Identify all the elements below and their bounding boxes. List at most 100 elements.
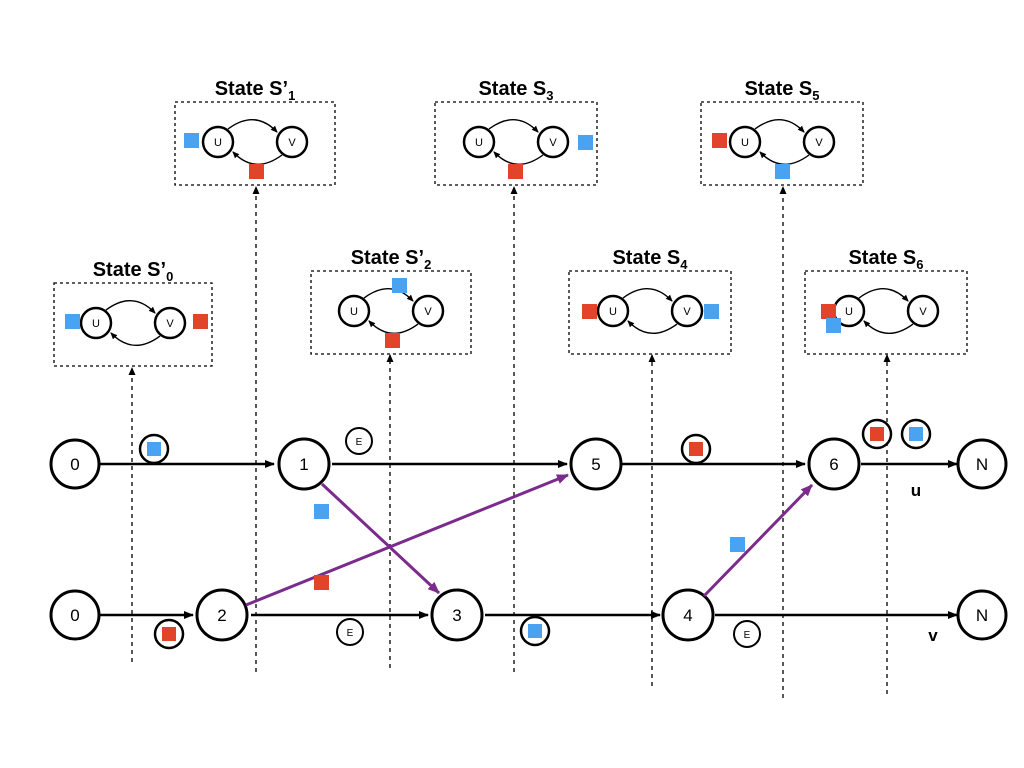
mini-node-u-label: U — [350, 306, 358, 318]
state-title-prefix: State S’ — [215, 78, 288, 100]
node-v-N — [956, 589, 1008, 641]
event-marker-label: E — [356, 437, 363, 448]
mini-node-v-label: V — [549, 137, 557, 149]
state-title-subscript: 2 — [424, 257, 431, 272]
mini-edge-u-to-v — [858, 288, 909, 302]
state-title-prefix: State S — [848, 247, 916, 269]
node-v-2-label: 2 — [217, 606, 226, 625]
state-title-subscript: 4 — [680, 257, 688, 272]
token-blue — [528, 624, 542, 638]
mini-node-u — [79, 306, 113, 340]
message-token-blue-1-3 — [314, 504, 329, 519]
circled-token-red-u6N — [861, 418, 893, 450]
timeline-v: 0 2 3 4 N v — [49, 588, 1008, 645]
circled-token-blue-u6N — [900, 418, 932, 450]
state-box-s2: State S’2 U V — [310, 247, 472, 355]
mini-edge-u-to-v — [488, 119, 539, 133]
mini-node-v-label: V — [424, 306, 432, 318]
state-token-blue — [184, 133, 199, 148]
state-token-red — [712, 133, 727, 148]
state-token-blue — [826, 318, 841, 333]
state-token-blue — [578, 135, 593, 150]
mini-node-v-label: V — [288, 137, 296, 149]
event-marker-label: E — [744, 630, 751, 641]
mini-node-u-label: U — [741, 137, 749, 149]
mini-edge-u-to-v — [363, 288, 414, 302]
state-token-blue — [775, 164, 790, 179]
state-box-s4: State S4 U V — [568, 247, 732, 355]
state-box-s5: State S5 U V — [700, 78, 864, 186]
event-marker-label: E — [347, 628, 354, 639]
mini-edge-v-to-u — [863, 320, 914, 334]
event-markers: E E E — [336, 427, 761, 648]
mini-edge-u-to-v — [754, 119, 805, 133]
token-red — [689, 442, 703, 456]
event-marker-v4: E — [733, 620, 761, 648]
state-title-prefix: State S — [612, 247, 680, 269]
mini-node-v — [411, 294, 445, 328]
messages — [245, 473, 814, 607]
mini-node-u — [462, 125, 496, 159]
state-token-red — [193, 314, 208, 329]
circled-token-blue-u01 — [138, 433, 170, 465]
state-title: State S’2 — [351, 247, 432, 272]
mini-node-v — [536, 125, 570, 159]
mini-edge-v-to-u — [110, 332, 161, 346]
mini-node-v-label: V — [683, 306, 691, 318]
timeline-u: 0 1 5 6 N u — [49, 437, 1008, 500]
mini-edge-u-to-v — [227, 119, 278, 133]
message-4-to-6 — [702, 483, 814, 598]
node-v-3 — [430, 588, 484, 642]
state-token-red — [582, 304, 597, 319]
mini-node-v — [670, 294, 704, 328]
state-title-subscript: 1 — [288, 88, 295, 103]
state-token-red — [249, 164, 264, 179]
state-title-subscript: 3 — [546, 88, 553, 103]
state-token-blue — [392, 278, 407, 293]
node-u-1 — [277, 437, 331, 491]
state-title-subscript: 0 — [166, 269, 173, 284]
state-box-s0: State S’0 U V — [53, 259, 213, 367]
state-title: State S3 — [478, 78, 553, 103]
node-v-4 — [661, 588, 715, 642]
mini-node-v — [275, 125, 309, 159]
message-1-to-3 — [320, 482, 441, 595]
state-title: State S6 — [848, 247, 923, 272]
mini-node-u — [337, 294, 371, 328]
state-token-red — [508, 164, 523, 179]
state-box-s1: State S’1 U V — [174, 78, 336, 186]
node-v-3-label: 3 — [452, 606, 461, 625]
tokens — [138, 418, 932, 650]
circled-token-blue-v34 — [519, 615, 551, 647]
node-v-N-label: N — [976, 606, 988, 625]
state-title-prefix: State S — [744, 78, 812, 100]
mini-node-u-label: U — [214, 137, 222, 149]
state-title-prefix: State S — [478, 78, 546, 100]
circled-token-red-v02 — [153, 618, 185, 650]
token-red — [870, 427, 884, 441]
state-token-red — [821, 304, 836, 319]
circled-token-red-u56 — [680, 433, 712, 465]
mini-edge-u-to-v — [105, 300, 156, 314]
token-blue — [147, 442, 161, 456]
event-marker-u1: E — [345, 427, 373, 455]
token-red — [162, 627, 176, 641]
node-u-N-label: N — [976, 455, 988, 474]
timeline-v-label: v — [928, 626, 938, 645]
state-token-blue — [65, 314, 80, 329]
state-title: State S4 — [612, 247, 688, 272]
token-blue — [909, 427, 923, 441]
node-u-6 — [807, 437, 861, 491]
node-u-6-label: 6 — [829, 455, 838, 474]
mini-edge-u-to-v — [622, 288, 673, 302]
node-u-N — [956, 438, 1008, 490]
message-token-red-2-5 — [314, 575, 329, 590]
node-u-0-label: 0 — [70, 455, 79, 474]
node-v-4-label: 4 — [683, 606, 692, 625]
state-title: State S’0 — [93, 259, 174, 284]
state-title: State S’1 — [215, 78, 296, 103]
mini-node-u — [596, 294, 630, 328]
mini-node-v — [906, 294, 940, 328]
state-box-s6: State S6 U V — [804, 247, 968, 355]
